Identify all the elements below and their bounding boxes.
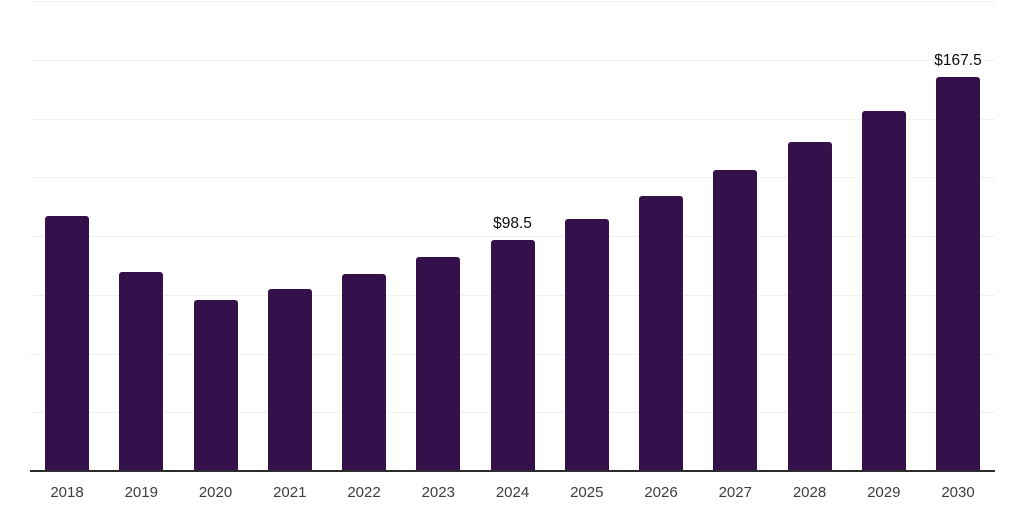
x-axis-label: 2030 <box>941 484 975 501</box>
bar <box>713 170 758 471</box>
bar <box>45 215 89 471</box>
bar-column <box>193 300 238 471</box>
x-axis-label: 2027 <box>718 484 752 501</box>
bar-column: $167.5 <box>934 52 982 471</box>
bar-column <box>787 142 832 471</box>
x-axis-labels: 2018 2019 2020 2021 2022 2023 2024 2025 2026 2027… <box>30 483 995 503</box>
x-axis-label: 2024 <box>495 484 530 501</box>
bar <box>564 218 609 471</box>
bars-row: $98.5 $167.5 <box>30 1 995 471</box>
x-axis-label: 2029 <box>867 484 901 501</box>
bar-column <box>416 256 461 471</box>
bar <box>416 256 461 471</box>
gridline <box>30 177 995 179</box>
bar <box>490 239 535 471</box>
bar-column <box>564 218 609 471</box>
gridline <box>30 59 995 61</box>
x-axis-label: 2022 <box>347 484 381 501</box>
plot-area: $98.5 $167.5 <box>30 1 995 472</box>
bar <box>267 288 312 471</box>
bar-column <box>861 111 906 471</box>
bar-column <box>267 288 312 471</box>
chart-area: $98.5 $167.5 2018 2019 2020 2021 2022 2023 2024… <box>30 0 995 512</box>
gridline <box>30 118 995 120</box>
bar <box>787 142 832 471</box>
x-axis-label: 2019 <box>124 484 158 501</box>
x-axis-label: 2020 <box>198 484 233 501</box>
gridline <box>30 1 995 2</box>
x-axis-label: 2025 <box>570 484 604 501</box>
bar <box>119 271 164 471</box>
bar-column <box>342 274 386 471</box>
x-axis-label: 2023 <box>421 484 455 501</box>
bar-value-label: $167.5 <box>934 52 982 70</box>
bar <box>342 274 386 471</box>
x-axis-label: 2028 <box>792 484 827 501</box>
bar-column <box>45 215 89 471</box>
bar <box>861 111 906 471</box>
x-axis-label: 2021 <box>273 484 307 501</box>
bar <box>639 195 683 471</box>
bar-column <box>119 271 164 471</box>
bar <box>936 77 980 471</box>
x-axis-label: 2026 <box>644 484 678 501</box>
gridline <box>30 236 995 237</box>
bar-column <box>713 170 758 471</box>
bar-column <box>639 195 683 471</box>
x-axis-line <box>30 470 995 472</box>
bar-value-label: $98.5 <box>493 214 532 232</box>
x-axis-label: 2018 <box>50 484 84 501</box>
bar <box>193 300 238 471</box>
bar-column: $98.5 <box>490 214 535 471</box>
